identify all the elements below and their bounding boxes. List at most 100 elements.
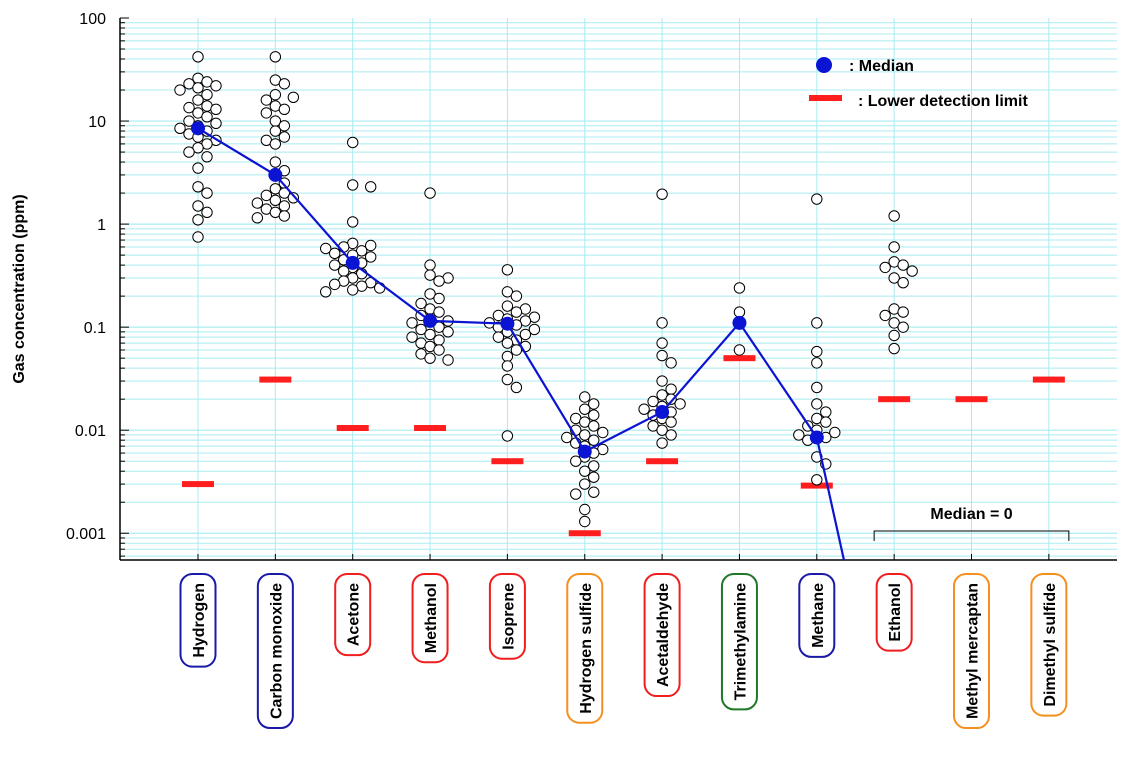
sample-point [829,426,841,439]
sample-point [192,51,204,63]
sample-point [424,269,436,281]
category-label-box [798,573,836,658]
sample-point [269,156,282,168]
category-label-box [488,573,526,660]
sample-point [733,282,746,294]
sample-point [510,306,523,318]
lod-marker [646,458,679,465]
sample-point [674,398,686,410]
sample-point [906,265,918,277]
y-tick-label: 100 [79,11,106,28]
category-label: Carbon monoxide [268,583,285,719]
median-line [197,127,846,560]
sample-point [528,323,541,336]
category-label-group: Methyl mercaptan [953,573,990,730]
category-label-box [411,573,449,664]
sample-point [811,398,823,410]
sample-point [347,179,359,191]
sample-point [647,395,659,408]
sample-point [588,471,600,483]
sample-point [433,306,445,318]
sample-point [329,247,341,260]
sample-point [638,403,650,415]
sample-point [501,337,514,349]
sample-point [192,181,204,193]
sample-point [897,321,909,333]
sample-point [501,430,514,442]
sample-point [174,122,186,135]
sample-point [192,94,204,106]
sample-point [811,357,823,369]
sample-point [579,403,591,415]
sample-point [647,420,659,432]
sample-point [442,326,454,338]
sample-point [278,103,291,116]
sample-point [501,360,514,372]
category-label-group: Methanol [411,573,449,664]
category-label-group: Acetaldehyde [643,573,681,698]
median-marker [809,430,824,445]
category-label-box [875,573,913,652]
lod-marker [1032,376,1065,383]
sample-point [320,242,332,255]
sample-point [665,357,677,369]
sample-point [269,138,282,150]
lod-marker [723,355,756,362]
sample-point [588,460,600,472]
category-label: Isoprene [500,583,517,650]
sample-point [579,503,591,516]
category-label: Acetaldehyde [655,583,672,687]
category-label-box [720,573,758,711]
sample-point [588,409,600,421]
sample-point [888,342,900,355]
lod-marker [182,481,214,488]
sample-point [338,265,350,277]
category-label-box [334,573,372,657]
axes: 100 10 1 0.1 0.01 0.001 Gas concentration (ppm… [11,11,1117,561]
lod-marker [336,425,369,432]
median-marker [500,316,515,331]
sample-point [579,429,591,441]
category-label: Trimethylamine [732,583,749,700]
sample-point [579,391,591,403]
sample-point [415,323,427,336]
median-zero-label: Median = 0 [930,506,1012,523]
category-label-box [179,573,217,668]
sample-point [260,94,273,106]
category-label: Hydrogen sulfide [578,583,595,714]
median-marker [191,121,205,136]
sample-point [665,393,677,405]
sample-point [251,212,264,224]
sample-point [501,300,514,312]
sample-point [656,317,668,329]
sample-point [588,398,600,410]
sample-point [897,259,909,271]
sample-point [424,328,436,341]
sample-point [183,115,195,127]
lod-marker [414,425,447,432]
lod-marker [878,396,911,403]
sample-point [442,354,454,366]
sample-point [733,344,746,356]
sample-point [501,264,514,276]
sample-point [192,200,204,212]
lod-marker [259,376,292,383]
lod-marker [568,530,601,537]
median-marker [423,313,438,328]
sample-point [897,276,909,289]
sample-point [579,515,591,528]
category-label-box [953,573,990,730]
sample-point [811,317,823,329]
sample-point [183,101,195,114]
sample-point [251,197,264,209]
sample-point [365,251,377,263]
category-label-box [643,573,681,698]
sample-point [347,284,359,296]
sample-point [656,188,668,200]
median-marker [268,167,283,182]
category-label-group: Methane [798,573,836,658]
category-label-group: Acetone [334,573,372,657]
sample-point [519,328,532,341]
sample-point [424,259,436,271]
